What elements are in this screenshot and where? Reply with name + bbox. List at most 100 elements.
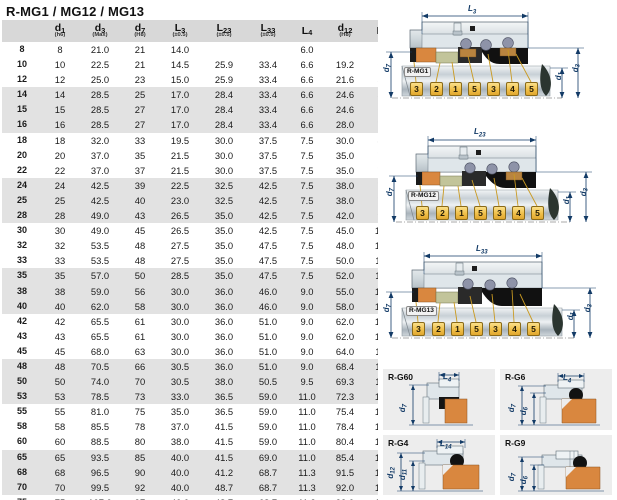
- cell-L3: 17.0: [158, 102, 202, 118]
- cell-d12: 62.0: [324, 313, 366, 329]
- cell-L4: 9.0: [290, 358, 324, 375]
- cell-L23: 35.0: [202, 238, 246, 254]
- cell-d7: 75: [122, 404, 158, 420]
- small-figures-grid: R-G60 L4 d7 R-G6: [382, 368, 613, 496]
- cell-L23: 41.5: [202, 434, 246, 450]
- callout-chip: 5: [468, 82, 481, 96]
- cell-d3: 28.5: [78, 102, 122, 118]
- column-header-symbol: L33: [260, 22, 276, 35]
- cell-L3: 33.0: [158, 389, 202, 405]
- cell-d12: 35.0: [324, 162, 366, 178]
- row-size-key: 33: [2, 253, 42, 269]
- cell-d7: 66: [122, 358, 158, 375]
- dim-label-d1: d1: [562, 196, 573, 205]
- cell-d12: 75.4: [324, 404, 366, 420]
- page-title: R-MG1 / MG12 / MG13: [6, 4, 145, 19]
- row-size-key: 12: [2, 72, 42, 88]
- callout-chip: 3: [487, 82, 500, 96]
- row-size-key: 15: [2, 102, 42, 118]
- cell-L23: 48.7: [202, 494, 246, 500]
- cell-d12: 30.0: [324, 132, 366, 148]
- dim-label-d1: d1: [554, 72, 565, 81]
- cell-L33: 68.7: [246, 494, 290, 500]
- column-header-tolerance: (h6): [54, 31, 66, 38]
- cell-L33: 51.0: [246, 343, 290, 359]
- cell-d12: 58.0: [324, 298, 366, 314]
- cell-L4: 11.0: [290, 389, 324, 405]
- callout-chip: 2: [432, 322, 445, 336]
- cell-d7: 63: [122, 343, 158, 359]
- cell-d1: 40: [42, 298, 78, 314]
- cell-d1: 35: [42, 268, 78, 284]
- cell-d7: 43: [122, 208, 158, 224]
- cell-L4: 7.5: [290, 238, 324, 254]
- column-header-tolerance: (±0.5): [260, 31, 276, 38]
- column-header-d12: d12 (H8): [324, 20, 366, 42]
- cell-d1: 70: [42, 479, 78, 495]
- column-header-symbol: L4: [301, 24, 313, 38]
- cell-d12: 92.0: [324, 479, 366, 495]
- cell-d7: 58: [122, 298, 158, 314]
- cell-d7: 33: [122, 132, 158, 148]
- cell-d3: 68.0: [78, 343, 122, 359]
- callout-chip: 1: [451, 322, 464, 336]
- cell-L4: 11.0: [290, 434, 324, 450]
- cell-L23: 41.2: [202, 464, 246, 480]
- cell-L23: 36.0: [202, 283, 246, 299]
- cell-L4: 6.6: [290, 57, 324, 73]
- cell-L23: 36.0: [202, 313, 246, 329]
- cell-d1: 22: [42, 162, 78, 178]
- dim-label-d3: d3: [579, 188, 590, 197]
- cell-L23: 32.5: [202, 177, 246, 193]
- cell-d1: 16: [42, 117, 78, 133]
- figure-badge-r-mg13: R-MG13: [406, 306, 437, 316]
- figure-badge-r-mg12: R-MG12: [408, 191, 439, 201]
- cell-L4: 11.0: [290, 404, 324, 420]
- cell-L4: 9.0: [290, 298, 324, 314]
- cell-L23: 35.0: [202, 268, 246, 284]
- cell-d3: 78.5: [78, 389, 122, 405]
- cell-d12: 52.0: [324, 268, 366, 284]
- column-header-symbol: L23: [216, 22, 232, 35]
- dim-label-d7: d7: [385, 188, 396, 197]
- cell-d7: 45: [122, 223, 158, 239]
- figure-label-r-g6: R-G6: [505, 372, 526, 382]
- cell-d7: 21: [122, 42, 158, 58]
- row-size-key: 68: [2, 464, 42, 480]
- cell-d7: 27: [122, 117, 158, 133]
- dim-label-d6: d6: [519, 407, 530, 416]
- cell-L3: 30.0: [158, 298, 202, 314]
- cell-d1: 38: [42, 283, 78, 299]
- cell-d7: 40: [122, 192, 158, 209]
- cell-L4: 11.3: [290, 494, 324, 500]
- cell-d1: 25: [42, 192, 78, 209]
- cell-d12: 24.6: [324, 87, 366, 103]
- cell-L4: 7.5: [290, 253, 324, 269]
- cell-L4: 6.6: [290, 72, 324, 88]
- row-size-key: 28: [2, 208, 42, 224]
- cell-L3: 30.5: [158, 358, 202, 375]
- cell-d7: 35: [122, 147, 158, 163]
- cell-L3: 17.0: [158, 117, 202, 133]
- cell-L4: 11.3: [290, 479, 324, 495]
- cell-d7: 37: [122, 162, 158, 178]
- row-size-key: 16: [2, 117, 42, 133]
- cell-d1: 58: [42, 419, 78, 435]
- cell-d12: 91.5: [324, 464, 366, 480]
- cell-L4: 6.6: [290, 87, 324, 103]
- figure-label-r-g9: R-G9: [505, 437, 526, 448]
- dim-label-d7: d7: [507, 472, 518, 481]
- dim-label-d3: d3: [583, 304, 594, 313]
- dim-label-d7: d7: [398, 404, 409, 413]
- cell-L4: 9.0: [290, 283, 324, 299]
- table-header: d1 (h6) d3 (Max) d7 (H8) L3 (±0.5) L23 (±0.5) L33(…: [2, 20, 402, 42]
- cell-L4: 6.6: [290, 102, 324, 118]
- cell-d12: 80.4: [324, 434, 366, 450]
- row-size-key: 20: [2, 147, 42, 163]
